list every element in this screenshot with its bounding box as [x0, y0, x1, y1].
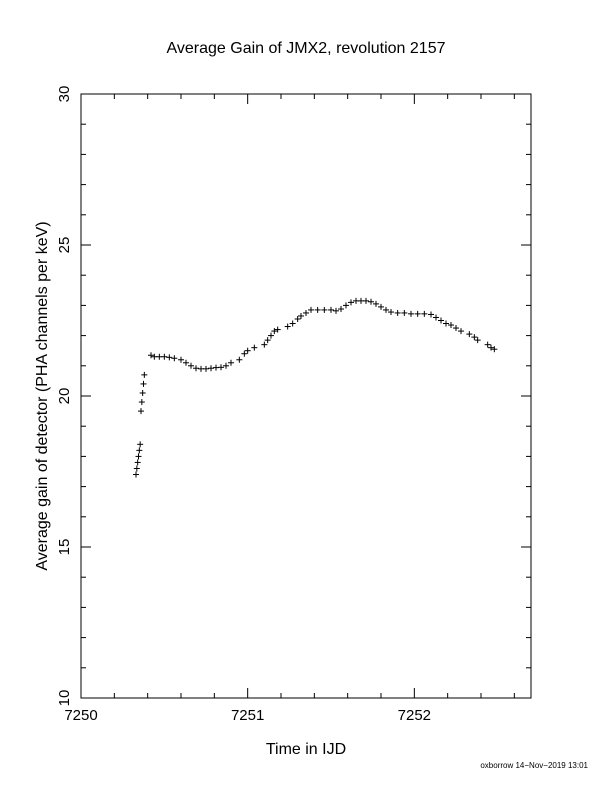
- data-point: [289, 320, 296, 327]
- data-point: [343, 302, 349, 309]
- data-point: [433, 314, 439, 321]
- data-point: [133, 471, 139, 478]
- data-point: [251, 344, 258, 351]
- data-point: [474, 337, 481, 344]
- data-point: [308, 306, 314, 313]
- data-point: [241, 350, 248, 357]
- data-point: [183, 359, 189, 366]
- data-point: [223, 362, 229, 369]
- data-point: [378, 303, 384, 310]
- data-point: [203, 365, 209, 372]
- x-tick-label: 7252: [398, 707, 431, 724]
- y-axis-label: Average gain of detector (PHA channels p…: [34, 221, 51, 570]
- data-point: [244, 347, 251, 354]
- data-point: [491, 346, 498, 353]
- data-point: [193, 365, 199, 372]
- data-point: [161, 353, 168, 360]
- data-point: [338, 306, 344, 313]
- data-point: [274, 326, 281, 333]
- data-point: [171, 355, 178, 362]
- data-point: [368, 298, 374, 305]
- y-axis-ticks: 10 15 20 25 30: [56, 86, 531, 707]
- data-point: [264, 337, 271, 344]
- y-tick-label: 15: [56, 539, 73, 556]
- x-tick-label: 7251: [231, 707, 264, 724]
- data-point: [348, 299, 354, 306]
- data-point: [458, 328, 464, 335]
- data-point: [218, 364, 224, 371]
- data-point: [408, 310, 414, 317]
- data-point: [303, 309, 309, 316]
- data-point: [438, 317, 444, 324]
- data-point: [471, 334, 478, 341]
- data-point: [453, 325, 459, 332]
- data-point: [383, 306, 389, 313]
- data-point: [268, 332, 274, 339]
- data-point: [284, 323, 291, 330]
- data-point: [394, 309, 401, 316]
- data-point: [414, 310, 421, 317]
- data-points: [133, 297, 498, 478]
- data-point: [228, 359, 234, 366]
- y-tick-label: 10: [56, 690, 73, 707]
- data-point: [236, 356, 243, 363]
- data-point: [448, 322, 454, 329]
- data-point: [328, 306, 334, 313]
- y-tick-label: 30: [56, 86, 73, 103]
- data-point: [134, 459, 141, 466]
- y-tick-label: 25: [56, 237, 73, 254]
- data-point: [363, 297, 369, 304]
- x-axis-ticks: 7250 7251 7252: [64, 94, 515, 724]
- data-point: [166, 354, 173, 361]
- data-point: [261, 341, 268, 348]
- data-point: [139, 389, 146, 396]
- y-tick-label: 20: [56, 388, 73, 405]
- data-point: [388, 309, 394, 316]
- data-point: [401, 309, 408, 316]
- data-point: [421, 310, 428, 317]
- data-point: [138, 408, 144, 415]
- data-point: [373, 300, 379, 307]
- data-point: [466, 331, 473, 338]
- data-point: [428, 311, 434, 318]
- data-point: [135, 453, 142, 460]
- chart-title: Average Gain of JMX2, revolution 2157: [167, 40, 446, 57]
- data-point: [294, 315, 301, 322]
- data-point: [298, 312, 304, 319]
- data-point: [148, 352, 154, 359]
- data-point: [178, 356, 184, 363]
- plot-frame: [80, 93, 532, 699]
- data-point: [137, 441, 144, 448]
- data-point: [136, 447, 143, 454]
- x-tick-label: 7250: [64, 707, 97, 724]
- data-point: [188, 362, 194, 369]
- data-point: [140, 380, 147, 387]
- data-point: [138, 399, 145, 406]
- data-point: [141, 371, 148, 378]
- data-point: [314, 306, 321, 313]
- data-point: [484, 341, 491, 348]
- footer-credit: oxborrow 14−Nov−2019 13:01: [480, 761, 588, 770]
- data-point: [321, 306, 328, 313]
- data-point: [271, 328, 278, 335]
- data-point: [333, 307, 339, 314]
- data-point: [208, 365, 214, 372]
- data-point: [488, 344, 494, 351]
- x-axis-label: Time in IJD: [266, 741, 346, 758]
- data-point: [443, 320, 449, 327]
- data-point: [133, 465, 140, 472]
